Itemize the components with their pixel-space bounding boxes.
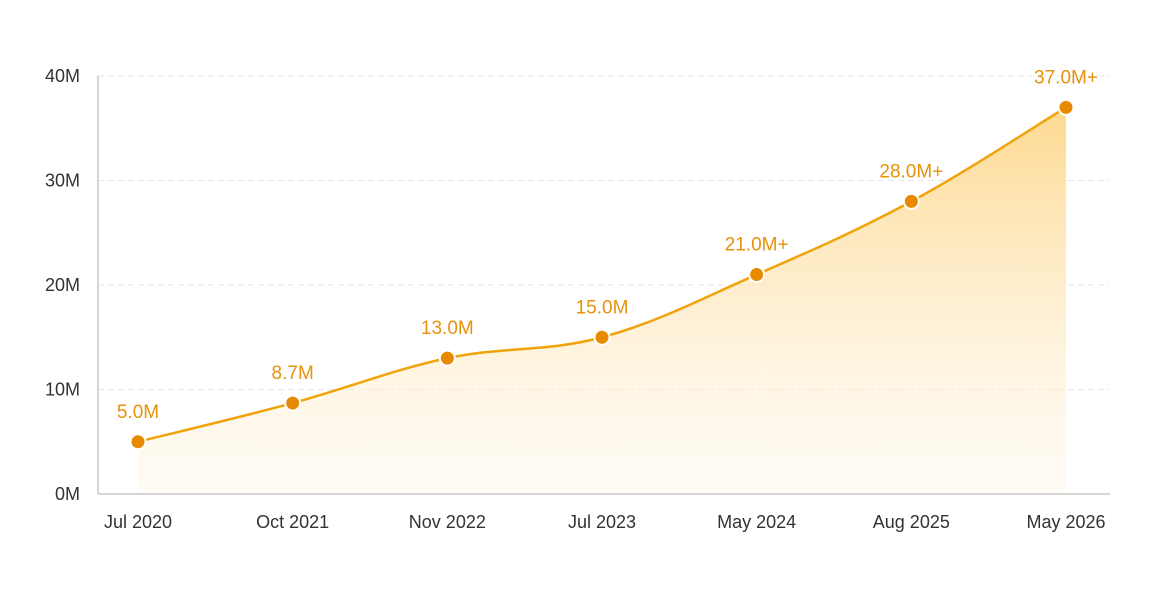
axes [97, 76, 1110, 495]
x-tick-label: Jul 2023 [568, 512, 636, 532]
data-label: 13.0M [421, 318, 474, 339]
y-tick-label: 0M [55, 484, 80, 504]
area-fill [138, 107, 1066, 494]
y-tick-label: 20M [45, 275, 80, 295]
data-label: 37.0M+ [1034, 67, 1098, 88]
data-point[interactable] [438, 349, 456, 367]
data-label: 8.7M [272, 363, 314, 384]
data-labels: 5.0M 8.7M 13.0M 15.0M 21.0M+ 28.0M+ 37.0M+ [117, 67, 1098, 422]
data-point[interactable] [1057, 98, 1075, 116]
data-point[interactable] [284, 394, 302, 412]
data-label: 15.0M [576, 297, 629, 318]
y-tick-label: 40M [45, 66, 80, 86]
data-label: 28.0M+ [879, 161, 943, 182]
data-point[interactable] [593, 328, 611, 346]
y-tick-label: 30M [45, 171, 80, 191]
data-point[interactable] [129, 433, 147, 451]
x-tick-label: Aug 2025 [873, 512, 950, 532]
y-axis-ticks: 0M 10M 20M 30M 40M [45, 66, 80, 504]
x-tick-label: Oct 2021 [256, 512, 329, 532]
data-label: 5.0M [117, 402, 159, 423]
x-tick-label: May 2026 [1026, 512, 1105, 532]
data-point[interactable] [902, 192, 920, 210]
data-label: 21.0M+ [725, 235, 789, 256]
x-tick-label: May 2024 [717, 512, 796, 532]
x-tick-label: Jul 2020 [104, 512, 172, 532]
data-points [129, 98, 1075, 451]
data-point[interactable] [748, 266, 766, 284]
y-tick-label: 10M [45, 380, 80, 400]
x-tick-label: Nov 2022 [409, 512, 486, 532]
area-fill-layer [138, 107, 1066, 494]
x-axis-ticks: Jul 2020 Oct 2021 Nov 2022 Jul 2023 May 2024… [104, 512, 1106, 532]
